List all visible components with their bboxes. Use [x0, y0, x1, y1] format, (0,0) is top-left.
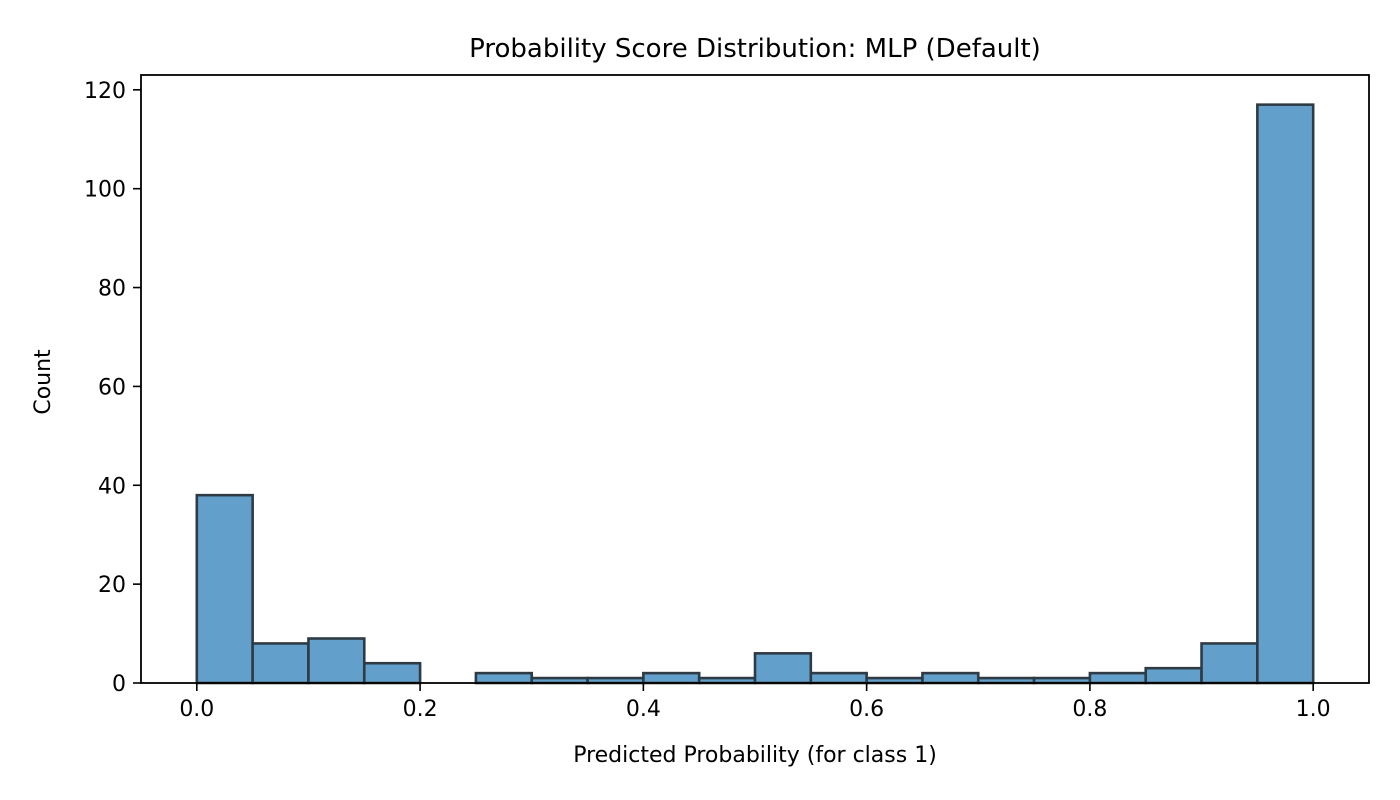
x-tick-label: 1.0: [1296, 697, 1331, 722]
y-tick-label: 20: [98, 573, 126, 598]
histogram-bar-13: [921, 671, 980, 685]
histogram-bar-11: [809, 671, 868, 685]
histogram-bar-1: [251, 642, 310, 685]
y-tick-label: 120: [84, 79, 126, 104]
x-tick-label: 0.2: [403, 697, 438, 722]
histogram-bar-18: [1200, 642, 1259, 685]
y-axis-label: Count: [31, 349, 56, 415]
histogram-bar-19: [1256, 103, 1315, 685]
x-tick-label: 0.4: [626, 697, 661, 722]
x-tick-label: 0.6: [849, 697, 884, 722]
bars-group: [195, 103, 1315, 685]
x-axis-ticks: 0.0 0.2 0.4 0.6 0.8 1.0: [179, 683, 1331, 722]
y-axis-ticks: 0 20 40 60 80 100 120: [84, 79, 141, 697]
chart-title: Probability Score Distribution: MLP (Def…: [469, 34, 1041, 64]
histogram-bar-17: [1144, 666, 1203, 685]
histogram-bar-16: [1088, 671, 1148, 685]
histogram-bar-10: [753, 652, 813, 685]
x-tick-label: 0.0: [179, 697, 214, 722]
histogram-bar-3: [362, 661, 422, 685]
y-tick-label: 40: [98, 474, 126, 499]
x-axis-label: Predicted Probability (for class 1): [573, 743, 937, 768]
y-tick-label: 60: [98, 375, 126, 400]
histogram-bar-5: [474, 671, 534, 685]
y-tick-label: 100: [84, 178, 126, 203]
histogram-bar-2: [307, 637, 366, 685]
y-tick-label: 80: [98, 277, 126, 302]
x-tick-label: 0.8: [1072, 697, 1107, 722]
y-tick-label: 0: [112, 672, 126, 697]
histogram-bar-0: [195, 493, 254, 685]
plot-frame: [140, 74, 1370, 684]
histogram-bar-8: [642, 671, 701, 685]
